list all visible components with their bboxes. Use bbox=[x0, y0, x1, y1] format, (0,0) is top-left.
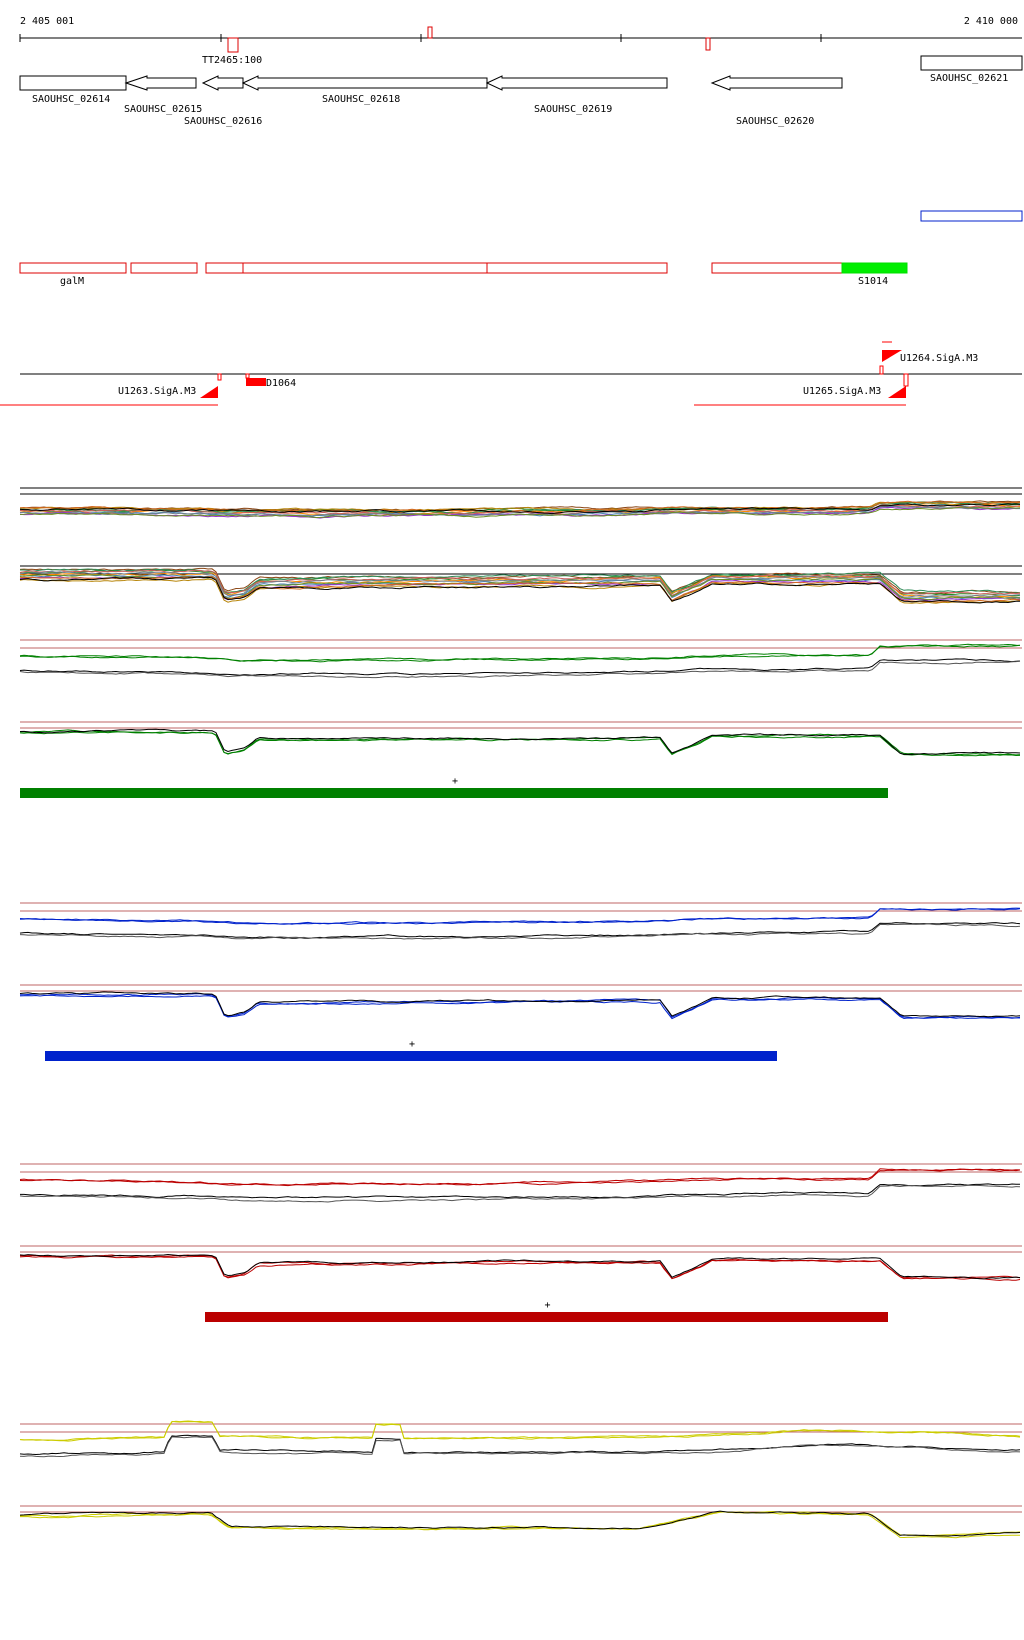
strand-mark: + bbox=[409, 1039, 415, 1050]
gene-label: SAOUHSC_02614 bbox=[32, 94, 110, 105]
feature-label: S1014 bbox=[858, 276, 888, 287]
expressed-region-bar[interactable] bbox=[45, 1051, 777, 1061]
gene-track: SAOUHSC_02614 SAOUHSC_02615 SAOUHSC_0261… bbox=[19, 55, 1023, 127]
reference-trace bbox=[19, 991, 1021, 1018]
condition-panel: + bbox=[19, 1163, 1022, 1322]
reference-trace bbox=[19, 658, 1021, 676]
expressed-region-bar[interactable] bbox=[205, 1312, 888, 1322]
overview-track-2 bbox=[19, 565, 1022, 604]
coordinate-ruler: 2 405 001 2 410 000 TT2465:100 bbox=[19, 16, 1022, 66]
feature-box[interactable] bbox=[711, 262, 843, 274]
condition-trace bbox=[19, 908, 1021, 925]
condition-trace bbox=[19, 644, 1021, 663]
gene-label: SAOUHSC_02616 bbox=[184, 116, 262, 127]
feature-box[interactable] bbox=[205, 262, 244, 274]
gene-label: SAOUHSC_02619 bbox=[534, 104, 612, 115]
expressed-region-bar[interactable] bbox=[20, 788, 888, 798]
promoter-track: U1263.SigA.M3 D1064 U1264.SigA.M3 U1265.… bbox=[0, 341, 1022, 406]
condition-trace bbox=[19, 1168, 1021, 1187]
start-coordinate: 2 405 001 bbox=[20, 16, 74, 27]
feature-box[interactable] bbox=[242, 262, 488, 274]
promoter-label: U1265.SigA.M3 bbox=[803, 386, 881, 397]
promoter-label: U1264.SigA.M3 bbox=[900, 353, 978, 364]
condition-panels: + + + bbox=[19, 639, 1022, 1539]
feature-box[interactable] bbox=[486, 262, 668, 274]
promoter-stem bbox=[245, 373, 250, 379]
condition-trace bbox=[20, 1511, 1020, 1539]
promoter-label: D1064 bbox=[266, 378, 296, 389]
reference-trace bbox=[19, 660, 1021, 679]
reference-trace bbox=[20, 1183, 1021, 1199]
strand-mark: + bbox=[545, 1300, 551, 1311]
condition-trace bbox=[19, 1255, 1021, 1281]
feature-box-highlight[interactable] bbox=[841, 262, 908, 274]
promoter-site[interactable] bbox=[246, 378, 266, 386]
strand-mark: + bbox=[452, 776, 458, 787]
overview-trace bbox=[19, 503, 1021, 515]
promoter-stem bbox=[903, 373, 909, 387]
condition-trace bbox=[19, 1420, 1021, 1442]
gene-label: SAOUHSC_02620 bbox=[736, 116, 814, 127]
gene-label: SAOUHSC_02618 bbox=[322, 94, 400, 105]
overview-trace bbox=[19, 567, 1021, 595]
overview-traces bbox=[19, 500, 1021, 519]
overview-trace bbox=[19, 576, 1020, 604]
gene-box[interactable] bbox=[19, 75, 127, 91]
promoter-stem bbox=[217, 373, 222, 381]
reference-trace bbox=[19, 923, 1021, 940]
terminator-marker[interactable] bbox=[427, 26, 433, 39]
overview-trace bbox=[19, 570, 1021, 598]
reference-trace bbox=[19, 728, 1021, 755]
feature-label: galM bbox=[60, 276, 84, 287]
condition-panel bbox=[19, 1420, 1022, 1539]
condition-trace bbox=[19, 643, 1021, 662]
condition-trace bbox=[19, 994, 1021, 1020]
condition-trace bbox=[19, 1254, 1021, 1280]
reference-trace bbox=[19, 1434, 1021, 1456]
reference-trace bbox=[19, 1510, 1021, 1537]
condition-panel: + bbox=[19, 902, 1022, 1061]
promoter-flag[interactable] bbox=[888, 386, 906, 398]
condition-trace bbox=[19, 729, 1021, 756]
promoter-flag[interactable] bbox=[882, 350, 902, 362]
gene-arrow[interactable] bbox=[485, 75, 668, 91]
promoter-stem bbox=[879, 365, 884, 375]
gene-box[interactable] bbox=[920, 55, 1023, 71]
reference-trace bbox=[19, 1184, 1021, 1203]
overview-trace bbox=[19, 576, 1021, 603]
overview-track-1 bbox=[19, 487, 1022, 519]
terminator-marker[interactable] bbox=[227, 37, 239, 53]
promoter-label: U1263.SigA.M3 bbox=[118, 386, 196, 397]
gene-label: SAOUHSC_02615 bbox=[124, 104, 202, 115]
gene-arrow[interactable] bbox=[201, 75, 244, 91]
overview-trace bbox=[19, 500, 1021, 513]
condition-trace bbox=[19, 1420, 1021, 1442]
terminator-label: TT2465:100 bbox=[202, 55, 262, 66]
gene-arrow[interactable] bbox=[241, 75, 488, 91]
overview-trace bbox=[19, 506, 1021, 519]
condition-panel: + bbox=[19, 639, 1022, 798]
end-coordinate: 2 410 000 bbox=[964, 16, 1018, 27]
feature-box[interactable] bbox=[19, 262, 127, 274]
promoter-flag[interactable] bbox=[200, 386, 218, 398]
condition-trace bbox=[19, 907, 1021, 925]
gene-arrow[interactable] bbox=[124, 75, 197, 91]
feature-box[interactable] bbox=[130, 262, 198, 274]
gene-label: SAOUHSC_02621 bbox=[930, 73, 1008, 84]
reference-trace bbox=[19, 1253, 1021, 1280]
overview-trace bbox=[20, 568, 1021, 595]
terminator-marker[interactable] bbox=[705, 37, 711, 51]
reference-trace bbox=[19, 922, 1021, 939]
feature-track: galM S1014 bbox=[19, 210, 1023, 287]
overview-traces bbox=[19, 567, 1021, 604]
gene-arrow[interactable] bbox=[710, 75, 843, 91]
feature-box[interactable] bbox=[920, 210, 1023, 222]
overview-trace bbox=[19, 569, 1021, 596]
overview-trace bbox=[19, 506, 1021, 519]
reference-trace bbox=[19, 1436, 1021, 1458]
